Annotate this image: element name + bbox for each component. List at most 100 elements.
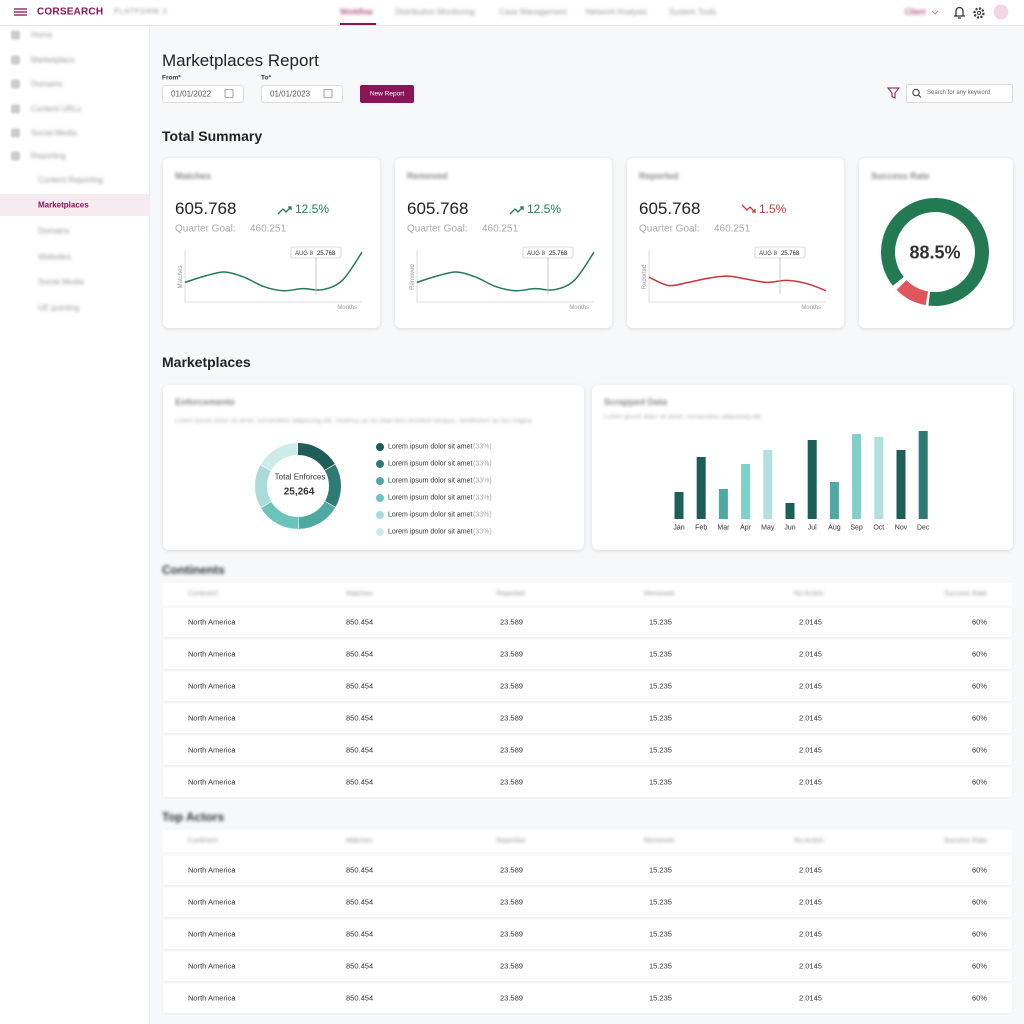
legend-label: Lorem ipsum dolor sit amet	[388, 528, 473, 536]
table-cell: 2.0145	[799, 713, 822, 723]
column-header: Reported	[496, 590, 525, 598]
goal-value: 460.251	[482, 223, 519, 235]
sidebar-subitem[interactable]: Domains	[38, 226, 70, 236]
legend-value: (33%)	[473, 511, 492, 519]
table-cell: 60%	[971, 617, 987, 627]
table-cell: 23.589	[500, 777, 523, 787]
table-cell: 15.235	[649, 713, 672, 723]
logo: CORSEARCH	[37, 6, 104, 18]
sidebar-subitem[interactable]: Websites	[38, 252, 71, 262]
table-cell: 15.235	[649, 961, 672, 971]
nav-item[interactable]: System Tools	[669, 7, 717, 17]
table-cell: 60%	[971, 681, 987, 691]
card-value: 605.768	[175, 199, 237, 218]
nav-item[interactable]: Case Management	[499, 7, 567, 17]
sidebar-item[interactable]: Social Media	[31, 128, 77, 138]
card-title: Success Rate	[871, 171, 930, 181]
section-title: Total Summary	[162, 128, 263, 144]
sidebar-subitem[interactable]: Content Reporting	[38, 175, 103, 185]
x-tick-label: Jul	[807, 524, 817, 532]
table-cell: 850.454	[346, 961, 374, 971]
nav-item[interactable]: Distribution Monitoring	[395, 7, 475, 17]
summary-card	[627, 158, 844, 328]
card-value: 605.768	[407, 199, 469, 218]
enforcements-card	[163, 385, 584, 550]
table-cell: 850.454	[346, 617, 374, 627]
nav-item[interactable]: Network Analysis	[586, 7, 647, 17]
card-title: Scrapped Data	[604, 397, 668, 407]
sidebar-item[interactable]: Domains	[31, 79, 63, 89]
nav-active-underline	[340, 23, 376, 25]
card-change: 1.5%	[759, 202, 787, 216]
table-cell: 23.589	[500, 649, 523, 659]
to-input[interactable]	[261, 85, 343, 103]
sidebar-subitem[interactable]: UE pointing	[38, 303, 80, 313]
table-cell: North America	[188, 865, 236, 875]
legend-label: Lorem ipsum dolor sit amet	[388, 511, 473, 519]
client-menu[interactable]: Client	[905, 7, 926, 17]
table-cell: 60%	[971, 897, 987, 907]
table-row	[163, 856, 1012, 885]
table-cell: North America	[188, 897, 236, 907]
card-description: Lorem ipsum dolor sit amet, consectetur …	[175, 417, 534, 425]
legend-value: (33%)	[473, 477, 492, 485]
table-cell: 23.589	[500, 929, 523, 939]
filter-icon	[886, 87, 901, 99]
from-input[interactable]	[162, 85, 244, 103]
search-box[interactable]	[906, 84, 1013, 103]
sidebar-item[interactable]: Reporting	[31, 151, 66, 161]
table-cell: 15.235	[649, 617, 672, 627]
column-header: Matches	[346, 590, 373, 598]
sidebar-item[interactable]: Home	[31, 30, 53, 40]
table-cell: 850.454	[346, 745, 374, 755]
table-cell: North America	[188, 961, 236, 971]
card-change: 12.5%	[295, 202, 330, 216]
success-label: 88.5%	[909, 242, 961, 263]
column-header: No Action	[794, 837, 824, 845]
table-cell: 850.454	[346, 777, 374, 787]
sidebar-subitem[interactable]: Marketplaces	[38, 200, 89, 210]
table-cell: 60%	[971, 649, 987, 659]
x-tick-label: Apr	[740, 524, 752, 532]
table-row	[163, 888, 1012, 917]
table-cell: North America	[188, 745, 236, 755]
table-cell: 2.0145	[799, 681, 822, 691]
x-tick-label: Jun	[784, 524, 796, 532]
table-cell: 23.589	[500, 961, 523, 971]
x-tick-label: Dec	[916, 524, 930, 532]
column-header: Success Rate	[943, 590, 987, 598]
table-cell: 23.589	[500, 897, 523, 907]
table-title: Continents	[162, 563, 225, 577]
table-cell: 60%	[971, 961, 987, 971]
table-cell: 2.0145	[799, 777, 822, 787]
table-cell: 60%	[971, 929, 987, 939]
table-cell: 23.589	[500, 681, 523, 691]
table-cell: North America	[188, 649, 236, 659]
card-title: Removed	[407, 171, 448, 181]
x-tick-label: May	[761, 524, 775, 532]
table-cell: 15.235	[649, 865, 672, 875]
goal-value: 460.251	[250, 223, 287, 235]
column-header: No Action	[794, 590, 824, 598]
table-cell: 850.454	[346, 993, 374, 1003]
new-report-button[interactable]	[360, 85, 414, 103]
nav-item[interactable]: Workflow	[340, 7, 373, 17]
column-header: Continent	[188, 590, 218, 598]
table-cell: 850.454	[346, 649, 374, 659]
platform-name: PLATFORM X	[114, 8, 169, 16]
card-description: Lorem ipsum dolor sit amet, consectetur …	[604, 413, 763, 421]
table-cell: 2.0145	[799, 929, 822, 939]
table-cell: 2.0145	[799, 865, 822, 875]
table-cell: 23.589	[500, 993, 523, 1003]
sidebar-subitem[interactable]: Social Media	[38, 277, 84, 287]
table-cell: 60%	[971, 993, 987, 1003]
to-input-text: 01/01/2023	[270, 89, 311, 99]
sidebar-item[interactable]: Marketplace	[31, 55, 75, 65]
avatar[interactable]: SF	[996, 8, 1006, 16]
sidebar-item[interactable]: Content URLs	[31, 104, 82, 114]
table-row	[163, 736, 1012, 765]
column-header: Matches	[346, 837, 373, 845]
table-header	[163, 830, 1012, 852]
table-cell: 15.235	[649, 993, 672, 1003]
table-row	[163, 768, 1012, 797]
